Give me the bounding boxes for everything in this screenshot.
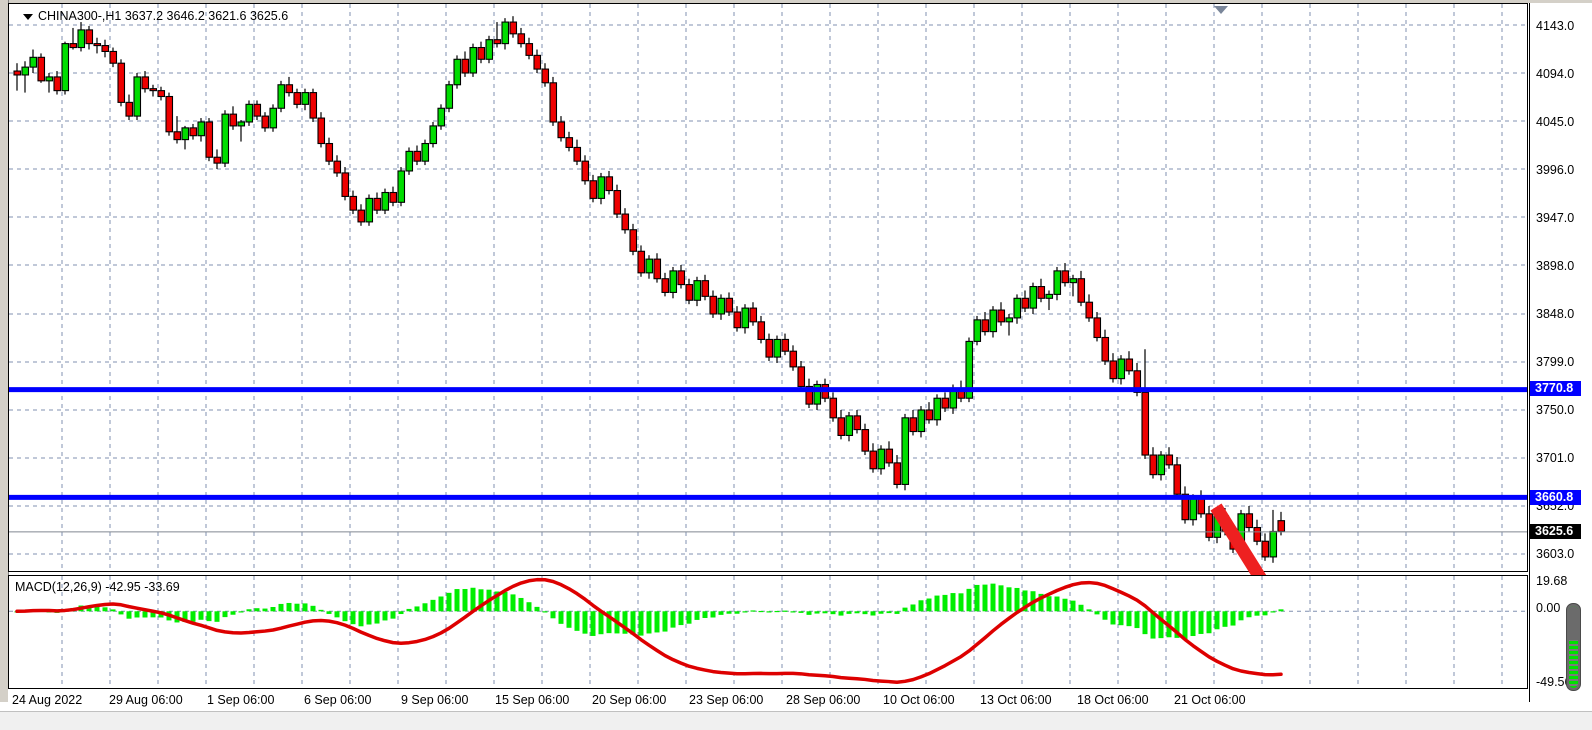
volume-gauge-slider[interactable] xyxy=(1566,603,1581,691)
price-tick-6: 3848.0 xyxy=(1536,307,1575,321)
price-tick-9: 3701.0 xyxy=(1536,451,1575,465)
macd-header: MACD(12,26,9) -42.95 -33.69 xyxy=(15,580,180,594)
macd-tick-0: 19.68 xyxy=(1536,574,1568,588)
price-axis[interactable]: 4143.0 4094.0 4045.0 3996.0 3947.0 3898.… xyxy=(1529,3,1586,702)
price-tick-3: 3996.0 xyxy=(1536,163,1575,177)
time-axis[interactable]: 24 Aug 2022 29 Aug 06:00 1 Sep 06:00 6 S… xyxy=(8,689,1528,711)
chart-frame: CHINA300-,H1 3637.2 3646.2 3621.6 3625.6… xyxy=(8,3,1586,711)
price-tick-0: 4143.0 xyxy=(1536,19,1575,33)
time-label-7: 23 Sep 06:00 xyxy=(689,693,764,707)
price-tick-1: 4094.0 xyxy=(1536,67,1575,81)
price-chart-canvas[interactable] xyxy=(9,4,1527,654)
macd-tick-2: -49.56 xyxy=(1536,675,1572,689)
price-tick-11: 3603.0 xyxy=(1536,547,1575,561)
macd-chart-canvas[interactable] xyxy=(9,576,1527,688)
price-tick-4: 3947.0 xyxy=(1536,211,1575,225)
window-top-strip xyxy=(0,0,1592,3)
price-tick-7: 3799.0 xyxy=(1536,355,1575,369)
symbol-header: CHINA300-,H1 3637.2 3646.2 3621.6 3625.6 xyxy=(23,9,288,23)
price-pane[interactable]: CHINA300-,H1 3637.2 3646.2 3621.6 3625.6 xyxy=(8,3,1528,654)
price-tick-5: 3898.0 xyxy=(1536,259,1575,273)
macd-pane[interactable]: MACD(12,26,9) -42.95 -33.69 xyxy=(8,575,1528,689)
time-label-9: 10 Oct 06:00 xyxy=(883,693,955,707)
time-label-5: 15 Sep 06:00 xyxy=(495,693,570,707)
time-label-2: 1 Sep 06:00 xyxy=(207,693,275,707)
time-label-10: 13 Oct 06:00 xyxy=(980,693,1052,707)
collapse-triangle-icon[interactable] xyxy=(23,13,33,20)
level-tag-3770-8[interactable]: 3770.8 xyxy=(1530,381,1581,396)
level-tag-3660-8[interactable]: 3660.8 xyxy=(1530,490,1581,505)
time-label-4: 9 Sep 06:00 xyxy=(401,693,469,707)
time-label-6: 20 Sep 06:00 xyxy=(592,693,667,707)
price-tick-2: 4045.0 xyxy=(1536,115,1575,129)
symbol-header-text: CHINA300-,H1 3637.2 3646.2 3621.6 3625.6 xyxy=(38,9,289,23)
time-label-11: 18 Oct 06:00 xyxy=(1077,693,1149,707)
time-label-3: 6 Sep 06:00 xyxy=(304,693,372,707)
last-price-tag[interactable]: 3625.6 xyxy=(1530,524,1581,539)
time-label-1: 29 Aug 06:00 xyxy=(109,693,183,707)
status-strip xyxy=(0,711,1592,730)
macd-tick-1: 0.00 xyxy=(1536,601,1561,615)
time-label-0: 24 Aug 2022 xyxy=(12,693,83,707)
time-label-12: 21 Oct 06:00 xyxy=(1174,693,1246,707)
price-tick-8: 3750.0 xyxy=(1536,403,1575,417)
macd-header-text: MACD(12,26,9) -42.95 -33.69 xyxy=(15,580,180,594)
time-label-8: 28 Sep 06:00 xyxy=(786,693,861,707)
chart-top-marker-icon[interactable] xyxy=(1214,6,1228,14)
